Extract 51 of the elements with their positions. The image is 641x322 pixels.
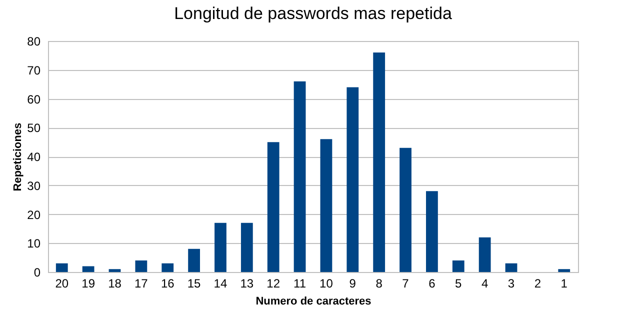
x-tick-label: 5 — [455, 276, 462, 290]
x-tick-label: 7 — [402, 276, 410, 290]
x-tick-label: 11 — [294, 276, 306, 290]
bar — [294, 81, 306, 272]
y-axis-title: Repeticiones — [12, 122, 24, 192]
bar — [82, 266, 94, 272]
bar — [214, 222, 226, 272]
x-tick-label: 16 — [160, 276, 175, 290]
x-tick-label: 13 — [240, 276, 254, 290]
y-tick-label: 60 — [27, 92, 41, 106]
y-tick-label: 20 — [27, 208, 41, 222]
x-tick-label: 2 — [534, 276, 542, 290]
bar — [240, 222, 253, 272]
x-tick-label: 3 — [508, 276, 515, 290]
x-tick-label: 17 — [134, 276, 148, 290]
bar — [267, 142, 280, 272]
x-tick-label: 4 — [481, 276, 488, 290]
x-tick-label: 20 — [55, 276, 69, 290]
y-tick-label: 10 — [27, 236, 41, 251]
y-tick-label: 40 — [27, 150, 41, 164]
bar — [162, 263, 174, 272]
bar — [426, 191, 438, 272]
x-tick-label: 1 — [560, 276, 568, 290]
x-tick-label: 14 — [214, 276, 228, 290]
bar — [505, 263, 518, 272]
bar — [478, 237, 491, 272]
y-tick-label: 0 — [34, 266, 41, 280]
x-tick-label: 9 — [349, 276, 356, 290]
bar — [188, 248, 200, 272]
x-axis-title: Numero de caracteres — [256, 296, 372, 308]
x-tick-label: 8 — [376, 276, 383, 290]
bar — [135, 260, 148, 272]
bar — [56, 263, 68, 272]
bar — [452, 260, 464, 272]
y-tick-label: 70 — [27, 63, 41, 78]
bar — [108, 269, 121, 272]
x-tick-label: 6 — [428, 276, 436, 290]
bar — [558, 269, 570, 272]
y-tick-label: 80 — [27, 34, 41, 48]
x-tick-label: 19 — [82, 276, 96, 290]
y-tick-label: 30 — [27, 178, 41, 193]
x-tick-label: 15 — [187, 276, 202, 290]
bar — [346, 87, 359, 272]
chart-title: Longitud de passwords mas repetida — [174, 4, 452, 23]
bar — [373, 52, 386, 272]
x-tick-label: 10 — [320, 276, 334, 290]
y-tick-label: 50 — [27, 121, 41, 136]
bar — [400, 148, 412, 272]
bar — [320, 139, 332, 272]
x-tick-label: 18 — [108, 276, 122, 290]
x-tick-label: 12 — [266, 276, 280, 290]
